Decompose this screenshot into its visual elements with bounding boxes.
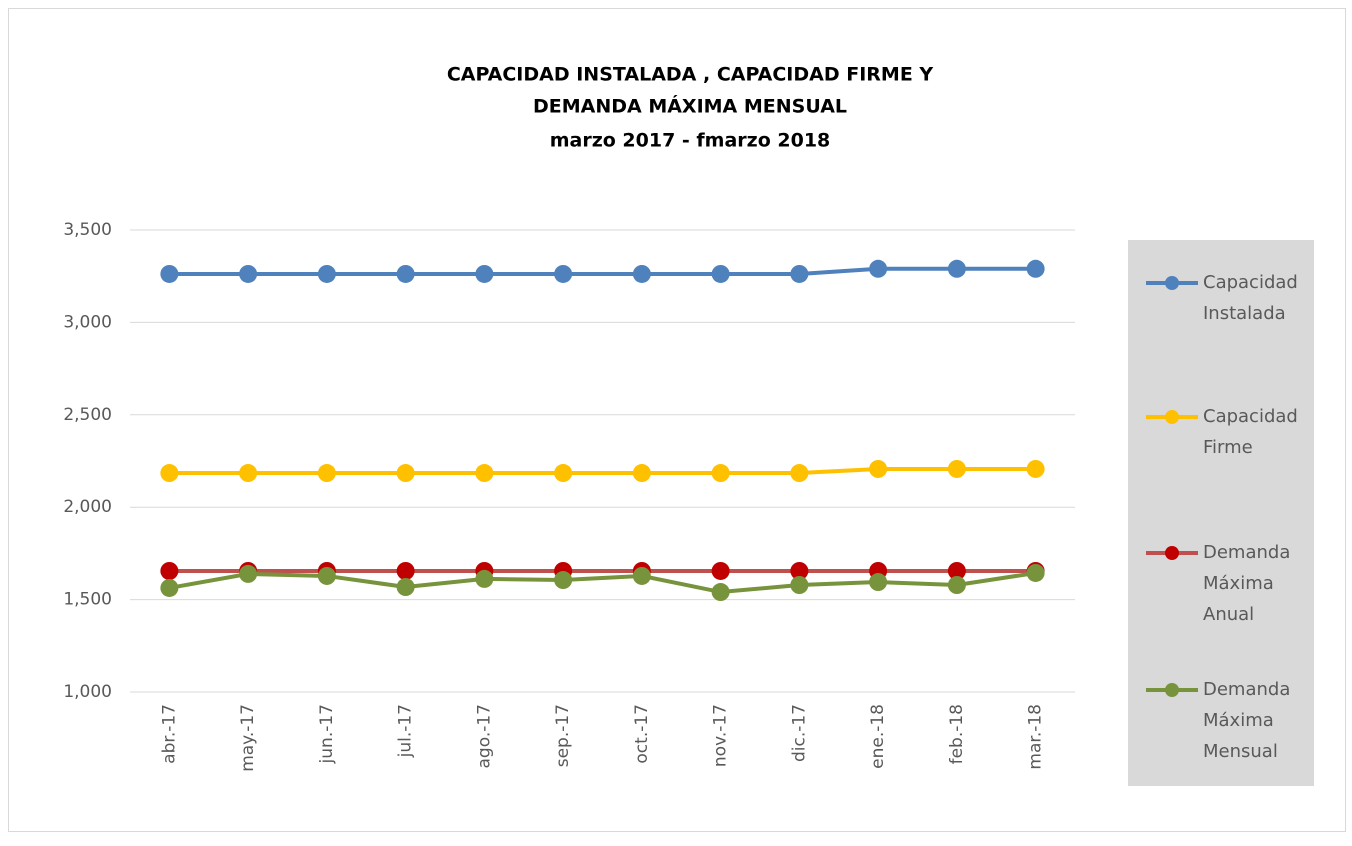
series-line [169,266,1036,276]
point [632,464,651,483]
x-tick-label: feb.-18 [947,704,967,764]
legend-label-line: Firme [1203,437,1253,458]
point [790,264,809,283]
point [790,464,809,483]
point [317,264,336,283]
point [711,264,730,283]
y-tick-label: 2,000 [63,497,112,517]
point [475,264,494,283]
x-tick-label: dic.-17 [789,704,809,762]
series-line [169,571,1036,595]
legend-label-line: Demanda [1203,542,1296,563]
legend-label-line: Demanda [1203,679,1296,700]
point [869,259,888,278]
point [160,464,179,483]
y-tick-label: 2,500 [63,405,112,425]
point [632,264,651,283]
chart-title: DEMANDA MÁXIMA MENSUAL [533,95,847,118]
point [947,459,966,478]
point [396,464,415,483]
x-tick-label: may.-17 [238,704,258,772]
point [947,561,966,580]
legend-label-line: Máxima [1203,710,1280,731]
point [947,259,966,278]
legend-marker [1165,410,1179,424]
legend-label-line: Máxima [1203,573,1280,594]
y-tick-label: 3,000 [63,312,112,332]
legend-marker [1165,276,1179,290]
point [632,566,651,585]
point [160,578,179,597]
point [317,464,336,483]
chart-title: CAPACIDAD INSTALADA , CAPACIDAD FIRME Y [447,64,934,86]
point [711,464,730,483]
point [947,576,966,595]
point [869,459,888,478]
point [790,561,809,580]
point [396,264,415,283]
x-tick-label: mar.-18 [1026,704,1046,770]
x-tick-label: jul.-17 [396,704,416,758]
point [1026,563,1045,582]
y-tick-label: 3,500 [63,220,112,240]
point [396,578,415,597]
point [239,564,258,583]
x-tick-label: jun.-17 [317,704,337,764]
point [711,583,730,602]
point [554,571,573,590]
legend-label-line: Instalada [1203,303,1286,324]
legend-label-line: Capacidad [1203,272,1304,293]
legend-marker [1165,546,1179,560]
x-tick-label: sep.-17 [553,704,573,767]
legend-label-line: Capacidad [1203,406,1304,427]
series-line [169,466,1036,476]
point [1026,259,1045,278]
y-tick-label: 1,500 [63,590,112,610]
legend-label-line: Mensual [1203,741,1278,762]
point [554,264,573,283]
x-tick-label: oct.-17 [632,704,652,764]
chart-title: marzo 2017 - fmarzo 2018 [550,130,831,152]
point [554,464,573,483]
chart-frame [8,8,1346,832]
point [869,573,888,592]
legend-label: Demanda Máxima Mensual [1203,679,1296,762]
point [239,264,258,283]
point [790,576,809,595]
point [239,464,258,483]
point [317,566,336,585]
point [1026,459,1045,478]
x-tick-label: ene.-18 [868,704,888,769]
point [160,264,179,283]
legend-label: Capacidad Firme [1203,406,1304,458]
x-tick-label: nov.-17 [711,704,731,767]
legend-label: Demanda Máxima Anual [1203,542,1296,625]
legend-label-line: Anual [1203,604,1254,625]
point [160,561,179,580]
point [475,569,494,588]
legend-label: Capacidad Instalada [1203,272,1304,324]
legend-box [1128,240,1314,786]
legend-marker [1165,683,1179,697]
x-tick-label: abr.-17 [159,704,179,764]
y-tick-label: 1,000 [63,682,112,702]
point [475,464,494,483]
point [711,561,730,580]
point [396,561,415,580]
x-tick-label: ago.-17 [474,704,494,768]
